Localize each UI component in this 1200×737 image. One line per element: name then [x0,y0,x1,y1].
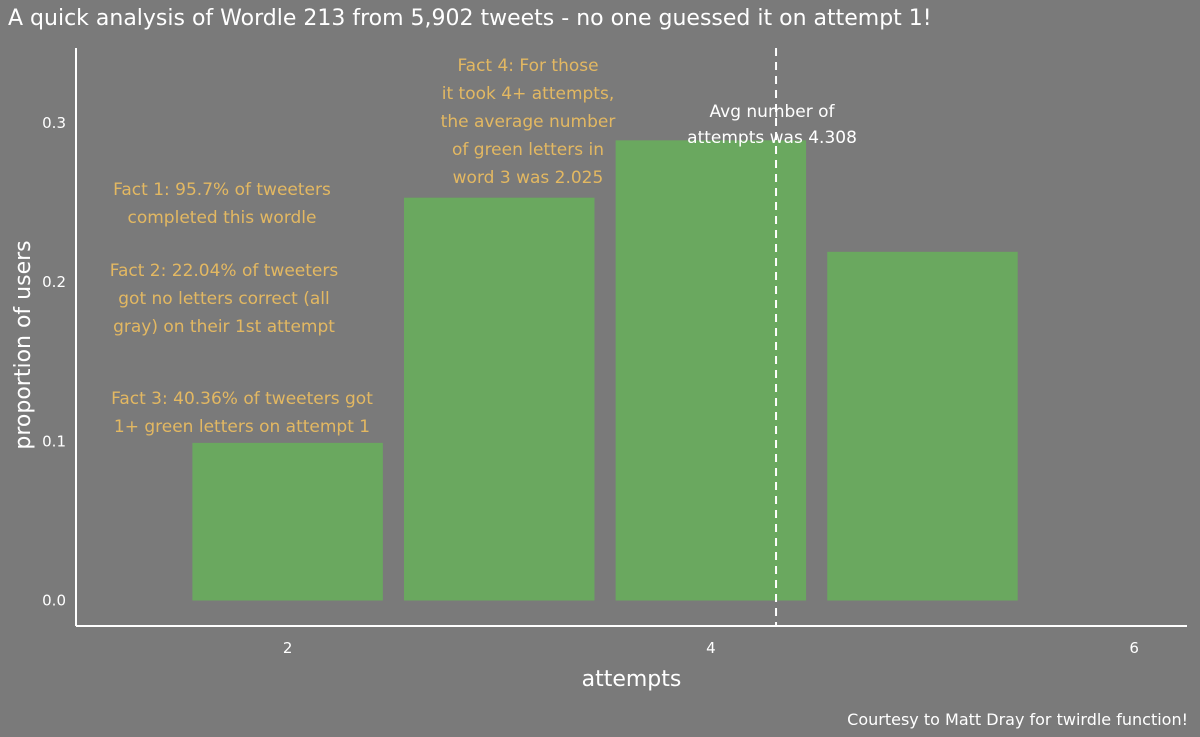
y-tick-label: 0.3 [42,114,66,132]
bar-attempt-3 [404,197,595,601]
bar-attempt-5 [827,251,1018,601]
chart-caption: Courtesy to Matt Dray for twirdle functi… [847,710,1188,729]
x-axis-title: attempts [582,667,682,692]
annotation-fact3: 1+ green letters on attempt 1 [114,417,370,437]
bar-attempt-2 [192,442,383,601]
annotation-fact4: it took 4+ attempts, [442,84,614,104]
annotation-fact2: gray) on their 1st attempt [113,317,335,337]
annotation-fact1: completed this wordle [128,208,317,228]
annotation-fact1: Fact 1: 95.7% of tweeters [113,180,331,200]
annotation-fact4: the average number [441,112,616,132]
annotation-fact4: Fact 4: For those [457,56,598,76]
x-tick-label: 4 [706,639,716,657]
y-axis-title: proportion of users [11,240,36,449]
y-tick-label: 0.1 [42,432,66,450]
y-tick-label: 0.2 [42,273,66,291]
annotation-fact2: Fact 2: 22.04% of tweeters [110,261,339,281]
annotation-fact4: word 3 was 2.025 [453,168,604,188]
mean-line-label: Avg number of [710,102,836,122]
y-tick-label: 0.0 [42,592,66,610]
annotation-fact4: of green letters in [452,140,604,160]
annotation-fact2: got no letters correct (all [118,289,330,309]
chart-title: A quick analysis of Wordle 213 from 5,90… [8,6,932,31]
x-tick-label: 2 [283,639,293,657]
mean-line-label: attempts was 4.308 [687,128,857,148]
x-tick-label: 6 [1129,639,1139,657]
annotation-fact3: Fact 3: 40.36% of tweeters got [111,389,373,409]
bar-attempt-4 [615,140,807,601]
